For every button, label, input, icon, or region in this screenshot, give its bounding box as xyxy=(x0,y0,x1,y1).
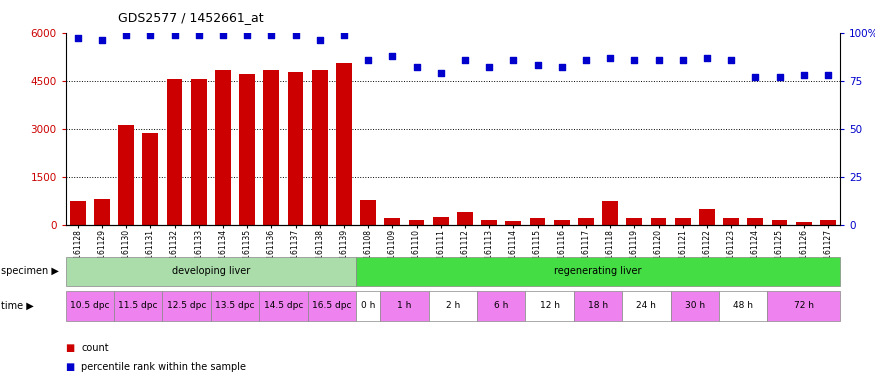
Point xyxy=(144,31,158,38)
Point xyxy=(240,31,254,38)
Point xyxy=(192,31,206,38)
Text: 16.5 dpc: 16.5 dpc xyxy=(312,301,352,310)
Text: 24 h: 24 h xyxy=(636,301,656,310)
Text: 14.5 dpc: 14.5 dpc xyxy=(263,301,303,310)
Point xyxy=(167,31,181,38)
Point xyxy=(603,55,617,61)
Point xyxy=(797,72,811,78)
Point xyxy=(410,64,423,70)
Text: 12.5 dpc: 12.5 dpc xyxy=(167,301,206,310)
Point xyxy=(507,56,521,63)
Bar xyxy=(433,217,449,225)
Point xyxy=(676,56,690,63)
Text: 6 h: 6 h xyxy=(494,301,508,310)
Bar xyxy=(215,70,231,225)
Text: percentile rank within the sample: percentile rank within the sample xyxy=(81,362,247,372)
Bar xyxy=(191,79,206,225)
Bar xyxy=(820,220,836,225)
Text: 0 h: 0 h xyxy=(360,301,375,310)
Bar xyxy=(602,201,618,225)
Bar xyxy=(481,220,497,225)
Bar xyxy=(288,72,304,225)
Point xyxy=(385,53,399,59)
Point xyxy=(748,74,762,80)
Point xyxy=(71,35,85,41)
Bar xyxy=(578,218,594,225)
Point xyxy=(482,64,496,70)
Text: 10.5 dpc: 10.5 dpc xyxy=(70,301,109,310)
Point xyxy=(773,74,787,80)
Bar xyxy=(529,218,545,225)
Text: 1 h: 1 h xyxy=(397,301,411,310)
Point xyxy=(119,31,133,38)
Bar xyxy=(312,70,327,225)
Text: regenerating liver: regenerating liver xyxy=(554,266,641,276)
Point xyxy=(264,31,278,38)
Text: 18 h: 18 h xyxy=(588,301,608,310)
Point xyxy=(361,56,375,63)
Text: 72 h: 72 h xyxy=(794,301,814,310)
Point xyxy=(724,56,738,63)
Bar xyxy=(796,222,812,225)
Point xyxy=(821,72,835,78)
Text: 30 h: 30 h xyxy=(685,301,705,310)
Text: ■: ■ xyxy=(66,362,75,372)
Text: GDS2577 / 1452661_at: GDS2577 / 1452661_at xyxy=(118,12,263,25)
Bar xyxy=(409,220,424,225)
Text: 2 h: 2 h xyxy=(445,301,460,310)
Bar xyxy=(457,212,472,225)
Point xyxy=(216,31,230,38)
Text: specimen ▶: specimen ▶ xyxy=(1,266,59,276)
Bar xyxy=(166,79,182,225)
Bar xyxy=(747,218,763,225)
Point xyxy=(652,56,666,63)
Text: ■: ■ xyxy=(66,343,75,353)
Text: 13.5 dpc: 13.5 dpc xyxy=(215,301,255,310)
Point xyxy=(94,37,108,43)
Point xyxy=(289,31,303,38)
Bar xyxy=(263,70,279,225)
Bar xyxy=(239,74,255,225)
Bar xyxy=(336,63,352,225)
Bar xyxy=(651,218,667,225)
Text: count: count xyxy=(81,343,109,353)
Bar xyxy=(554,220,570,225)
Text: 12 h: 12 h xyxy=(540,301,560,310)
Bar xyxy=(70,201,86,225)
Bar xyxy=(724,218,739,225)
Point xyxy=(627,56,641,63)
Bar xyxy=(118,125,134,225)
Bar xyxy=(506,221,522,225)
Bar xyxy=(675,218,690,225)
Point xyxy=(434,70,448,76)
Bar xyxy=(360,200,376,225)
Text: developing liver: developing liver xyxy=(172,266,250,276)
Text: 11.5 dpc: 11.5 dpc xyxy=(118,301,158,310)
Bar xyxy=(699,209,715,225)
Point xyxy=(458,56,472,63)
Bar xyxy=(143,133,158,225)
Bar xyxy=(94,199,109,225)
Point xyxy=(312,37,326,43)
Bar xyxy=(384,218,400,225)
Point xyxy=(579,56,593,63)
Bar xyxy=(626,218,642,225)
Point xyxy=(700,55,714,61)
Point xyxy=(337,31,351,38)
Point xyxy=(530,62,544,68)
Text: 48 h: 48 h xyxy=(733,301,753,310)
Text: time ▶: time ▶ xyxy=(1,301,33,311)
Point xyxy=(555,64,569,70)
Bar xyxy=(772,220,788,225)
